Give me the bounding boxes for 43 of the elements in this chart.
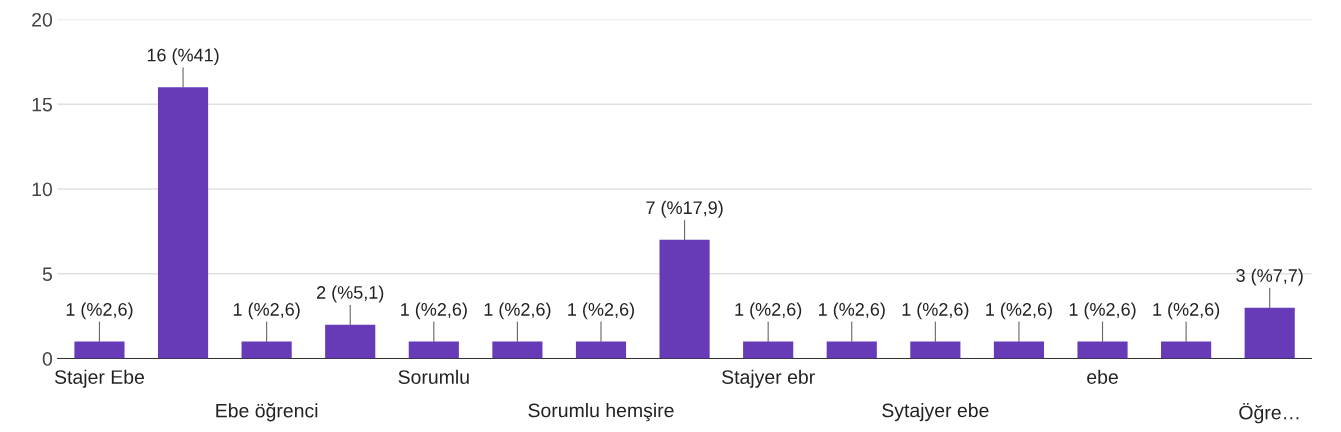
data-label: 16 (%41) xyxy=(147,48,219,66)
bar xyxy=(743,341,794,359)
data-label: 1 (%2,6) xyxy=(401,302,467,320)
bar xyxy=(1161,341,1212,359)
y-tick-label: 5 xyxy=(42,267,52,282)
bar xyxy=(993,341,1045,359)
x-tick-label: Sorumlu xyxy=(398,369,469,384)
data-label: 1 (%2,6) xyxy=(819,302,885,320)
bar xyxy=(910,341,961,359)
y-tick-label: 15 xyxy=(32,97,52,112)
data-label: 1 (%2,6) xyxy=(568,302,634,320)
data-label: 1 (%2,6) xyxy=(1069,302,1136,320)
bar xyxy=(659,239,710,359)
x-tick-label: Öğre… xyxy=(1239,403,1299,424)
data-label: 7 (%17,9) xyxy=(646,200,723,218)
bar xyxy=(1077,341,1128,359)
bar xyxy=(74,341,125,359)
data-label: 2 (%5,1) xyxy=(317,285,384,303)
bar xyxy=(241,341,292,359)
y-tick-label: 0 xyxy=(42,352,53,366)
y-tick-label: 10 xyxy=(32,182,53,197)
data-label: 1 (%2,6) xyxy=(1153,302,1220,320)
bar xyxy=(408,341,459,359)
data-label: 1 (%2,6) xyxy=(986,302,1052,320)
data-label: 1 (%2,6) xyxy=(735,302,802,320)
bar xyxy=(492,341,543,359)
data-label: 1 (%2,6) xyxy=(233,302,300,320)
x-tick-label: Ebe öğrenci xyxy=(216,403,318,422)
x-tick-label: ebe xyxy=(1087,369,1118,384)
x-tick-label: Stajyer ebr xyxy=(722,369,815,388)
bar xyxy=(1244,307,1295,359)
x-tick-label: Sytajyer ebe xyxy=(882,403,989,422)
y-tick-label: 20 xyxy=(32,12,53,27)
data-label: 1 (%2,6) xyxy=(66,302,133,320)
data-label: 3 (%7,7) xyxy=(1236,268,1303,286)
bar xyxy=(325,324,376,359)
data-label: 1 (%2,6) xyxy=(902,302,969,320)
bar xyxy=(157,87,209,359)
bar xyxy=(575,341,627,359)
x-tick-label: Stajer Ebe xyxy=(54,369,144,388)
x-tick-label: Sorumlu hemşire xyxy=(528,403,674,422)
bar xyxy=(826,341,877,359)
data-label: 1 (%2,6) xyxy=(484,302,551,320)
